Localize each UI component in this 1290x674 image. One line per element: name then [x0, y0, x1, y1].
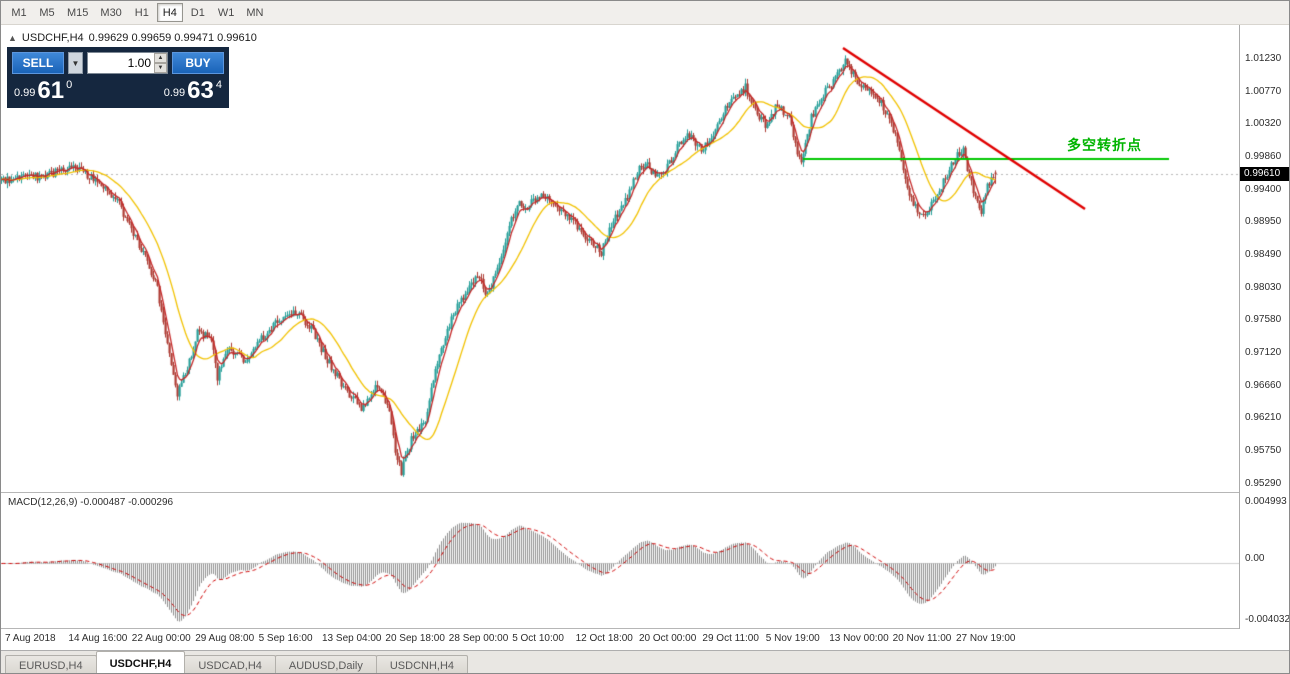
- time-axis-label: 29 Oct 11:00: [702, 633, 759, 644]
- sell-price-big: 61: [37, 77, 65, 104]
- volume-spinner: ▲ ▼: [154, 53, 167, 73]
- chart-symbol-label: USDCHF,H4: [21, 32, 84, 44]
- chart-tab-usdcnh-h4[interactable]: USDCNH,H4: [375, 655, 469, 673]
- time-axis-label: 5 Nov 19:00: [765, 633, 820, 644]
- volume-decrease-icon[interactable]: ▼: [154, 63, 167, 73]
- timeframe-button-w1[interactable]: W1: [217, 6, 235, 19]
- chart-tab-usdcad-h4[interactable]: USDCAD,H4: [184, 655, 276, 673]
- time-axis-label: 20 Sep 18:00: [385, 633, 445, 644]
- price-axis-label: 0.96660: [1245, 379, 1282, 391]
- sell-price-sup: 0: [66, 79, 73, 91]
- time-axis-label: 27 Nov 19:00: [956, 633, 1016, 644]
- time-axis-label: 5 Sep 16:00: [258, 633, 313, 644]
- price-axis-label: 0.95290: [1245, 478, 1282, 489]
- buy-price-prefix: 0.99: [163, 87, 186, 99]
- volume-increase-icon[interactable]: ▲: [154, 53, 167, 63]
- price-axis-label: 0.97580: [1245, 314, 1282, 326]
- time-axis-label: 5 Oct 10:00: [512, 633, 564, 644]
- chart-tab-eurusd-h4[interactable]: EURUSD,H4: [5, 655, 97, 673]
- time-axis-label: 22 Aug 00:00: [131, 633, 191, 644]
- macd-indicator-label: MACD(12,26,9) -0.000487 -0.000296: [8, 497, 174, 508]
- volume-input[interactable]: [87, 52, 168, 74]
- price-axis-label: 0.99860: [1245, 151, 1282, 163]
- price-axis-label: 0.97120: [1245, 347, 1282, 359]
- macd-indicator-area[interactable]: MACD(12,26,9) -0.000487 -0.000296: [1, 492, 1241, 629]
- one-click-trading-panel: SELL ▼ ▲ ▼ BUY 0.99 61 0 0.9: [7, 47, 229, 108]
- time-axis-label: 13 Sep 04:00: [322, 633, 382, 644]
- price-axis-label: 0.95750: [1245, 445, 1282, 457]
- chart-tab-usdchf-h4[interactable]: USDCHF,H4: [95, 651, 186, 673]
- buy-price: 0.99 63 4: [164, 79, 222, 103]
- time-axis-label: 20 Oct 00:00: [639, 633, 697, 644]
- price-axis-label: 0.98030: [1245, 281, 1282, 293]
- chart-ohlc-quotes: 0.99629 0.99659 0.99471 0.99610: [88, 32, 257, 44]
- time-axis[interactable]: 7 Aug 2018 14 Aug 16:00 22 Aug 00:00 29 Aug…: [1, 629, 1241, 650]
- price-axis-label: 1.00770: [1245, 85, 1282, 97]
- chart-tabs: EURUSD,H4 USDCHF,H4 USDCAD,H4 AUDUSD,Daily U…: [1, 650, 1289, 673]
- chart-tab-audusd-daily[interactable]: AUDUSD,Daily: [274, 655, 377, 673]
- timeframe-button-d1[interactable]: D1: [190, 6, 205, 19]
- timeframe-button-m1[interactable]: M1: [11, 6, 27, 19]
- price-axis-label: 0.98950: [1245, 216, 1282, 228]
- timeframe-button-m30[interactable]: M30: [100, 6, 122, 19]
- macd-canvas[interactable]: [1, 493, 1241, 628]
- timeframe-button-mn[interactable]: MN: [246, 6, 264, 19]
- timeframe-toolbar[interactable]: M1 M5 M15 M30 H1 H4 D1 W1 MN: [1, 1, 1289, 25]
- time-axis-label: 14 Aug 16:00: [68, 633, 128, 644]
- price-axis-label: 0.98490: [1245, 249, 1282, 261]
- sell-button[interactable]: SELL: [12, 52, 64, 74]
- sell-price-prefix: 0.99: [14, 87, 36, 99]
- collapse-chart-icon[interactable]: ▲: [8, 33, 17, 43]
- price-axis-label: 0.96210: [1245, 412, 1282, 424]
- price-axis-label: 0.99400: [1245, 183, 1282, 195]
- bid-ask-row: 0.99 61 0 0.99 63 4: [12, 79, 224, 103]
- time-axis-label: 12 Oct 18:00: [575, 633, 633, 644]
- timeframe-button-m5[interactable]: M5: [39, 6, 55, 19]
- timeframe-button-h4[interactable]: H4: [156, 3, 183, 22]
- macd-axis-label: 0.00: [1245, 553, 1265, 564]
- chart-text-annotation[interactable]: 多空转折点: [1067, 137, 1142, 153]
- time-axis-label: 28 Sep 00:00: [448, 633, 509, 644]
- buy-button[interactable]: BUY: [172, 52, 224, 74]
- timeframe-button-h1[interactable]: H1: [134, 6, 149, 19]
- buy-price-big: 63: [187, 77, 214, 104]
- price-axis-label: 1.01230: [1245, 53, 1282, 64]
- volume-field-wrap: ▲ ▼: [87, 52, 168, 74]
- price-axis-label: 1.00320: [1245, 118, 1282, 130]
- time-axis-label: 13 Nov 00:00: [829, 633, 889, 644]
- buy-price-sup: 4: [215, 79, 222, 91]
- time-axis-label: 7 Aug 2018: [5, 633, 56, 644]
- macd-axis-label: 0.004993: [1245, 496, 1287, 507]
- main-chart-area[interactable]: ▲ USDCHF,H4 0.99629 0.99659 0.99471 0.99…: [1, 25, 1241, 492]
- time-axis-label: 20 Nov 11:00: [892, 633, 952, 644]
- chart-title: ▲ USDCHF,H4 0.99629 0.99659 0.99471 0.99…: [8, 32, 257, 44]
- volume-dropdown[interactable]: ▼: [68, 52, 83, 74]
- timeframe-button-m15[interactable]: M15: [67, 6, 89, 19]
- time-axis-label: 29 Aug 08:00: [195, 633, 255, 644]
- price-axis[interactable]: 0.99610 1.01230 1.00770 1.00320 0.99860 0.99…: [1239, 25, 1289, 649]
- current-price-badge: 0.99610: [1240, 166, 1289, 181]
- sell-price: 0.99 61 0: [14, 79, 72, 103]
- macd-axis-label: -0.004032: [1245, 614, 1290, 625]
